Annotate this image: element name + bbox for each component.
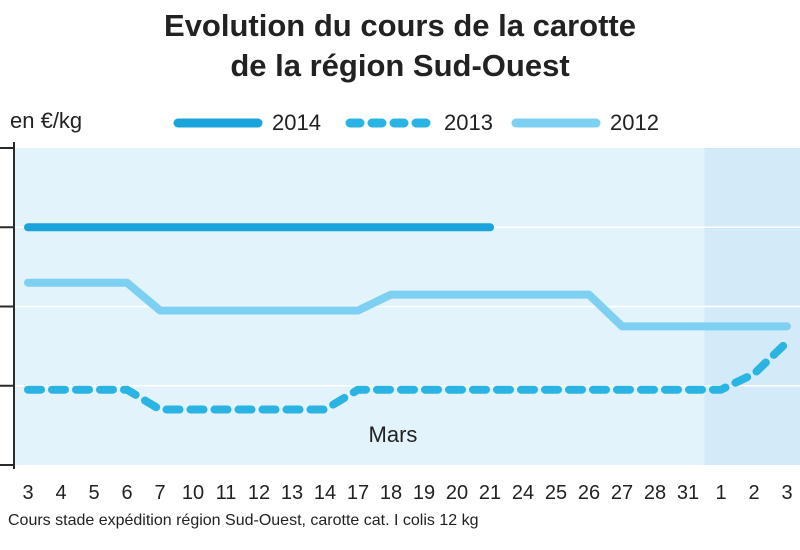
x-tick-label: 18 [380, 482, 402, 504]
x-tick-label: 20 [446, 482, 468, 504]
x-tick-label: 3 [781, 482, 792, 504]
month-label: Mars [369, 422, 418, 447]
x-tick-label: 13 [281, 482, 303, 504]
legend-swatch-2013 [345, 118, 435, 128]
x-tick-label: 1 [715, 482, 726, 504]
x-tick-label: 21 [479, 482, 501, 504]
x-tick-label: 5 [88, 482, 99, 504]
legend-item-2012: 2012 [510, 108, 659, 138]
x-tick-label: 10 [182, 482, 204, 504]
legend-label-2013: 2013 [444, 110, 493, 135]
x-tick-label: 7 [154, 482, 165, 504]
series-line-2013 [24, 338, 791, 414]
y-axis-unit-label: en €/kg [10, 108, 83, 133]
x-tick-label: 25 [545, 482, 567, 504]
x-tick-label: 14 [314, 482, 336, 504]
legend-item-2014: 2014 [172, 108, 321, 138]
x-tick-label: 27 [611, 482, 633, 504]
chart-title: Evolution du cours de la carotte de la r… [0, 6, 800, 86]
legend-item-2013: 2013 [344, 108, 493, 138]
chart-title-line-2: de la région Sud-Ouest [230, 48, 570, 83]
x-tick-label: 3 [22, 482, 33, 504]
legend-label-2014: 2014 [272, 110, 321, 135]
legend-label-2012: 2012 [610, 110, 659, 135]
x-tick-label: 31 [677, 482, 699, 504]
x-tick-label: 24 [512, 482, 534, 504]
x-tick-label: 28 [644, 482, 666, 504]
x-tick-label: 19 [413, 482, 435, 504]
x-tick-label: 12 [248, 482, 270, 504]
legend-swatch-2014 [173, 118, 263, 128]
legend-swatch-2012 [511, 118, 601, 128]
x-tick-label: 6 [121, 482, 132, 504]
x-tick-label: 4 [55, 482, 66, 504]
x-tick-label: 11 [216, 482, 237, 504]
chart-title-line-1: Evolution du cours de la carotte [164, 8, 636, 43]
x-tick-label: 26 [578, 482, 600, 504]
series-line-2012 [24, 278, 791, 331]
chart-footnote: Cours stade expédition région Sud-Ouest,… [8, 512, 479, 529]
x-tick-label: 17 [347, 482, 369, 504]
x-tick-label: 2 [748, 482, 759, 504]
